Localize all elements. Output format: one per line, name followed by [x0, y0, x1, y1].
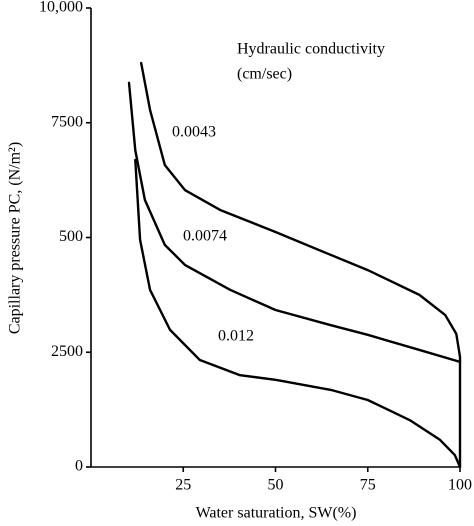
curve	[127, 81, 462, 364]
y-tick-label: 7500	[51, 113, 83, 130]
x-axis-label: Water saturation, SW(%)	[196, 505, 357, 522]
annotation: (cm/sec)	[237, 66, 292, 83]
series-label: 0.0074	[183, 228, 227, 245]
x-tick-label: 75	[360, 477, 376, 494]
y-tick-label: 10,000	[39, 0, 83, 16]
y-axis-label: Capillary pressure PC, (N/m²)	[7, 142, 24, 334]
x-tick-label: 25	[175, 477, 191, 494]
annotation: Hydraulic conductivity	[237, 41, 385, 58]
series-label: 0.012	[218, 328, 254, 345]
x-tick-label: 50	[268, 477, 284, 494]
series-label: 0.0043	[172, 124, 216, 141]
curve	[139, 61, 462, 469]
curve	[134, 158, 462, 469]
y-tick-label: 0	[75, 458, 83, 475]
y-tick-label: 2500	[51, 343, 83, 360]
x-tick-label: 100	[448, 477, 472, 494]
y-tick-label: 500	[59, 228, 83, 245]
